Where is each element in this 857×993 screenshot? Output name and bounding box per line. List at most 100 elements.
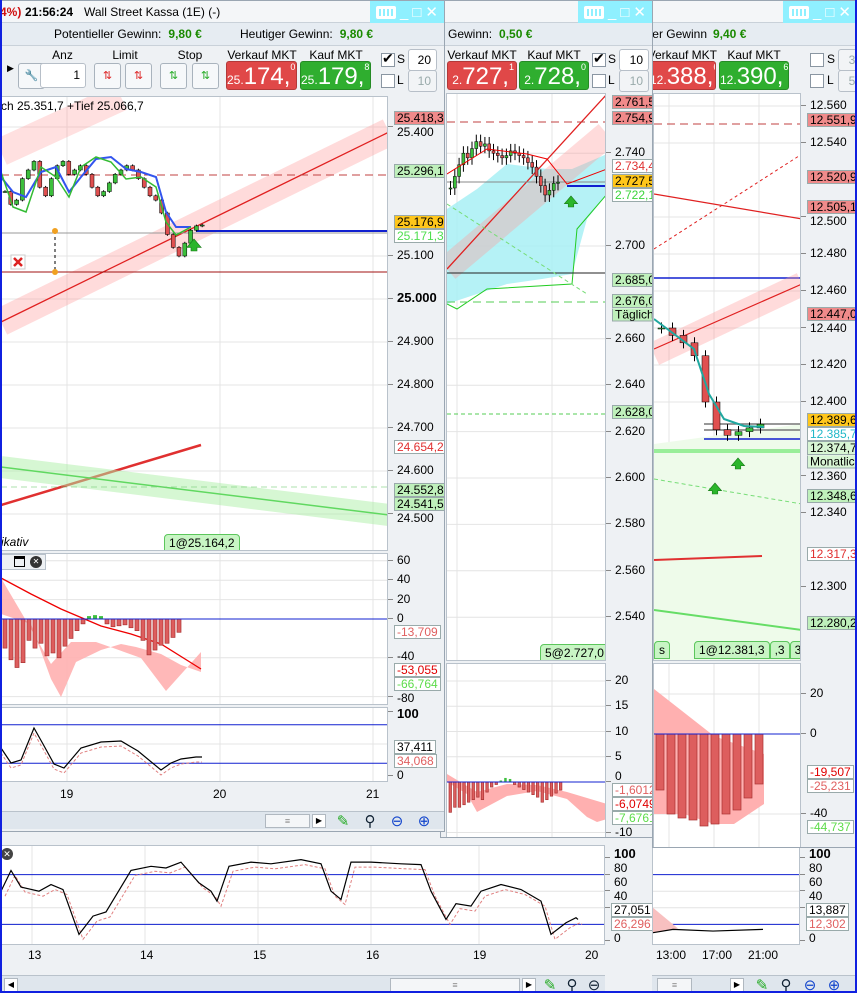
- keyboard-icon[interactable]: [789, 5, 809, 19]
- scroll-thumb[interactable]: ≡: [265, 814, 310, 828]
- stop-distance-input[interactable]: 20: [408, 49, 437, 71]
- histogram-bar: [152, 618, 158, 651]
- price-chart[interactable]: 5@2.727,0: [446, 93, 606, 661]
- price-tag: 12.280,2: [807, 615, 857, 630]
- histogram-bar: [462, 781, 466, 806]
- stop-order-list-button[interactable]: ⇅: [160, 63, 187, 89]
- maximize-panel-icon[interactable]: [14, 556, 25, 567]
- scroll-left-button[interactable]: ◀: [4, 978, 18, 992]
- order-tag[interactable]: 1@12.381,3: [694, 641, 770, 659]
- candle: [112, 174, 118, 184]
- stochastic-panel: [0, 707, 388, 782]
- zoom-out-icon[interactable]: ⊖: [390, 813, 404, 830]
- maximize-icon[interactable]: □: [825, 3, 835, 21]
- limit-checkbox[interactable]: [592, 74, 606, 88]
- chart-tools-icon[interactable]: ✎: [755, 977, 769, 993]
- title-bar[interactable]: _ □ ✕: [441, 1, 652, 23]
- trend-line: [654, 193, 800, 220]
- axis-label: 2.660: [615, 330, 646, 345]
- histogram-bar: [508, 778, 512, 782]
- axis-tick: [800, 873, 805, 875]
- sell-market-button[interactable]: 25.174,0: [226, 61, 297, 90]
- zoom-out-icon[interactable]: ⊖: [803, 977, 817, 993]
- stop-checkbox[interactable]: [810, 53, 824, 67]
- buy-market-button[interactable]: 12.390,6: [719, 61, 789, 90]
- order-tag[interactable]: s: [654, 641, 670, 659]
- minimize-icon[interactable]: _: [813, 3, 822, 21]
- quantity-input[interactable]: 1: [40, 63, 86, 88]
- stop-distance-input[interactable]: 10: [619, 49, 649, 71]
- limit-distance-input[interactable]: 50: [838, 70, 857, 92]
- axis-tick: [606, 616, 611, 618]
- bg-scrollbar[interactable]: ◀ ≡ ▶ ✎ ⚲ ⊖: [0, 975, 605, 993]
- expand-arrow-icon[interactable]: ▶: [7, 63, 14, 73]
- sell-market-button[interactable]: 2.727,1: [447, 61, 517, 90]
- close-icon[interactable]: ✕: [425, 4, 438, 21]
- axis-tick: [606, 245, 611, 246]
- axis-tick: [388, 384, 393, 385]
- bg-right-stochastic-chart: [653, 874, 799, 934]
- keyboard-icon[interactable]: [584, 5, 604, 19]
- scroll-thumb[interactable]: ≡: [390, 978, 520, 992]
- close-icon[interactable]: ✕: [838, 4, 851, 21]
- date-label: 19: [60, 787, 74, 801]
- bg-right-scrollbar[interactable]: ≡ ▶ ✎ ⚲ ⊖ ⊕: [652, 975, 857, 993]
- minimize-icon[interactable]: _: [608, 3, 617, 21]
- title-bar[interactable]: 4%) 21:56:24 Wall Street Kassa (1E) (-) …: [0, 1, 444, 23]
- sell-market-button[interactable]: 12.388,6: [653, 61, 716, 90]
- zoom-in-icon[interactable]: ⊕: [827, 977, 841, 993]
- axis-label: 5: [615, 748, 622, 763]
- scrollbar[interactable]: ≡ ▶ ✎ ⚲ ⊖ ⊕: [0, 811, 444, 830]
- buy-market-button[interactable]: 2.728,0: [519, 61, 589, 90]
- zoom-fit-icon[interactable]: ⚲: [780, 977, 792, 993]
- title-bar[interactable]: _ □ ✕: [653, 1, 857, 23]
- close-indicator-icon[interactable]: ✕: [1, 848, 13, 860]
- order-tag[interactable]: ,3: [769, 641, 790, 659]
- buy-arrow-icon: [707, 482, 723, 495]
- order-tag[interactable]: 5@2.727,0: [540, 644, 605, 660]
- limit-order-list-button[interactable]: ⇅: [94, 63, 121, 89]
- limit-distance-input[interactable]: 10: [619, 70, 649, 92]
- close-icon[interactable]: ✕: [633, 4, 646, 21]
- axis-label: 24.900: [397, 334, 434, 348]
- period-label: Täglich: [612, 308, 652, 322]
- price-chart[interactable]: ch 25.351,7 +Tief 25.066,7 ikativ 1@25.1…: [0, 96, 388, 551]
- histogram-bar: [526, 781, 531, 793]
- price-tag: 2.676,0: [612, 293, 652, 308]
- histogram-bar: [62, 618, 68, 647]
- keyboard-icon[interactable]: [376, 5, 396, 19]
- axis-label: 12.500: [810, 213, 847, 228]
- zoom-fit-icon[interactable]: ⚲: [364, 813, 376, 830]
- scroll-right-button[interactable]: ▶: [730, 978, 744, 992]
- order-tag[interactable]: 3: [789, 641, 800, 659]
- limit-order-new-button[interactable]: ⇅: [125, 63, 152, 89]
- limit-checkbox[interactable]: [810, 74, 824, 88]
- clock: 21:56:24: [25, 5, 74, 19]
- scroll-thumb[interactable]: ≡: [657, 978, 692, 992]
- maximize-icon[interactable]: □: [620, 3, 630, 21]
- minimize-icon[interactable]: _: [400, 3, 409, 21]
- axis-label: 0: [615, 769, 622, 783]
- zoom-fit-icon[interactable]: ⚲: [566, 977, 578, 993]
- histogram-bar: [485, 781, 489, 793]
- chart-tools-icon[interactable]: ✎: [543, 977, 557, 993]
- axis-tick: [801, 733, 806, 734]
- price-chart[interactable]: s 1@12.381,3,3 3: [653, 93, 801, 661]
- order-tag[interactable]: 1@25.164,2: [164, 534, 240, 550]
- scroll-right-button[interactable]: ▶: [312, 814, 326, 828]
- limit-distance-input[interactable]: 10: [408, 70, 437, 92]
- stop-distance-input[interactable]: 30: [838, 49, 857, 71]
- limit-checkbox[interactable]: [381, 74, 395, 88]
- stop-order-new-button[interactable]: ⇅: [192, 63, 219, 89]
- stop-checkbox[interactable]: [381, 50, 395, 67]
- scroll-right-button[interactable]: ▶: [522, 978, 536, 992]
- order-dot: [52, 228, 58, 234]
- chart-tools-icon[interactable]: ✎: [336, 813, 350, 830]
- close-panel-icon[interactable]: ✕: [30, 556, 42, 568]
- zoom-in-icon[interactable]: ⊕: [417, 813, 431, 830]
- buy-market-button[interactable]: 25.179,8: [300, 61, 371, 90]
- maximize-icon[interactable]: □: [412, 3, 422, 21]
- bg-right-stochastic-panel: [652, 845, 800, 945]
- zoom-out-icon[interactable]: ⊖: [587, 977, 601, 993]
- stop-checkbox[interactable]: [592, 50, 606, 67]
